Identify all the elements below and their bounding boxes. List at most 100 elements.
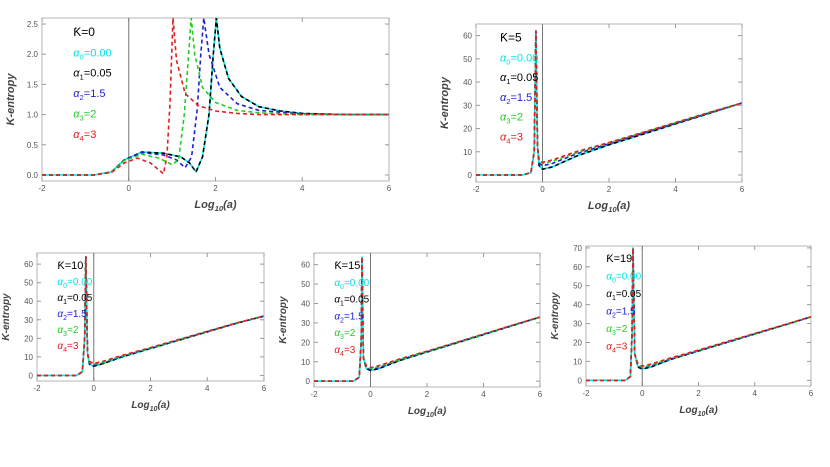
y-tick-label: 10 bbox=[463, 148, 472, 157]
y-tick-label: 30 bbox=[24, 316, 33, 325]
y-tick-label: 50 bbox=[573, 282, 582, 291]
panel-label: Ƙ=15 bbox=[334, 260, 360, 272]
x-tick-label: -2 bbox=[33, 384, 41, 393]
legend-entry: α4=3 bbox=[334, 345, 355, 358]
y-tick-label: 10 bbox=[573, 357, 582, 366]
y-tick-label: 50 bbox=[301, 280, 310, 289]
y-tick-label: 70 bbox=[573, 244, 582, 253]
y-tick-label: 40 bbox=[463, 78, 472, 87]
y-axis-label: K-entropy bbox=[278, 296, 289, 344]
x-tick-label: -2 bbox=[310, 390, 318, 399]
y-tick-label: 1.5 bbox=[27, 80, 39, 89]
x-tick-label: -2 bbox=[38, 184, 46, 193]
legend-entry: α1=0.05 bbox=[73, 68, 111, 82]
y-axis-label: K-entropy bbox=[439, 76, 451, 129]
x-axis-label: Log10(a) bbox=[408, 406, 447, 419]
y-tick-label: 20 bbox=[463, 125, 472, 134]
legend-entry: α3=2 bbox=[57, 325, 78, 338]
legend-entry: α1=0.05 bbox=[334, 295, 369, 308]
x-tick-label: -2 bbox=[472, 185, 480, 194]
y-tick-label: 0 bbox=[306, 377, 311, 386]
x-tick-label: 6 bbox=[538, 390, 543, 399]
legend-entry: α3=2 bbox=[73, 108, 96, 122]
y-tick-label: 0.5 bbox=[27, 141, 39, 150]
legend-entry: α0=0.00 bbox=[500, 52, 538, 66]
legend-entry: α3=2 bbox=[500, 112, 523, 126]
y-tick-label: 20 bbox=[301, 338, 310, 347]
series-line bbox=[586, 247, 811, 382]
y-tick-label: 2.0 bbox=[27, 50, 39, 59]
x-tick-label: 4 bbox=[753, 389, 758, 398]
panel-label: Ƙ=19 bbox=[606, 253, 632, 265]
y-tick-label: 0 bbox=[578, 376, 583, 385]
x-axis-label: Log10(a) bbox=[131, 400, 170, 413]
x-tick-label: 0 bbox=[540, 185, 545, 194]
y-tick-label: 40 bbox=[24, 297, 33, 306]
x-tick-label: 4 bbox=[205, 384, 210, 393]
y-tick-label: 2.5 bbox=[27, 20, 39, 29]
x-tick-label: 0 bbox=[92, 384, 97, 393]
x-tick-label: 2 bbox=[425, 390, 430, 399]
legend-entry: α4=3 bbox=[606, 342, 627, 355]
panel-label: Ƙ=0 bbox=[73, 25, 95, 39]
series-line bbox=[476, 30, 742, 176]
y-tick-label: 30 bbox=[463, 101, 472, 110]
y-tick-label: 0 bbox=[468, 171, 473, 180]
x-axis-label: Log10(a) bbox=[679, 405, 718, 418]
legend-entry: α2=1.5 bbox=[606, 307, 636, 320]
y-tick-label: 10 bbox=[24, 353, 33, 362]
x-tick-label: 0 bbox=[368, 390, 373, 399]
legend-entry: α0=0.00 bbox=[57, 277, 92, 290]
y-axis-label: K-entropy bbox=[5, 73, 17, 126]
x-tick-label: 0 bbox=[640, 389, 645, 398]
x-tick-label: 2 bbox=[213, 184, 218, 193]
y-tick-label: 60 bbox=[24, 260, 33, 269]
y-tick-label: 0 bbox=[29, 371, 34, 380]
series-line bbox=[42, 18, 389, 176]
legend-entry: α3=2 bbox=[606, 324, 627, 337]
series-line bbox=[476, 30, 742, 176]
legend-entry: α3=2 bbox=[334, 328, 355, 341]
chart-panel: -2 0 2 4 6 0.0 0.5 1.0 1.5 2.0 2.5 Ƙ=0 α0=0.00 α1=0.0… bbox=[5, 17, 392, 213]
y-tick-label: 1.0 bbox=[27, 111, 39, 120]
x-tick-label: 6 bbox=[262, 384, 267, 393]
y-tick-label: 30 bbox=[301, 319, 310, 328]
series-line bbox=[37, 255, 264, 377]
series-line bbox=[586, 247, 811, 382]
x-tick-label: -2 bbox=[582, 389, 590, 398]
x-tick-label: 4 bbox=[481, 390, 486, 399]
series-line bbox=[586, 247, 811, 382]
y-tick-label: 0.0 bbox=[27, 171, 39, 180]
y-tick-label: 60 bbox=[301, 261, 310, 270]
x-axis-label: Log10(a) bbox=[588, 200, 631, 214]
y-tick-label: 40 bbox=[301, 299, 310, 308]
y-tick-label: 60 bbox=[573, 263, 582, 272]
legend-entry: α2=1.5 bbox=[73, 88, 105, 102]
chart-panel: -2 0 2 4 6010203040506070Ƙ=19α0=0.00α1=0.05α… bbox=[550, 244, 814, 418]
y-axis-label: K-entropy bbox=[1, 293, 12, 341]
x-tick-label: 4 bbox=[673, 185, 678, 194]
legend-entry: α0=0.00 bbox=[334, 278, 369, 291]
y-tick-label: 20 bbox=[24, 334, 33, 343]
x-tick-label: 2 bbox=[696, 389, 701, 398]
x-tick-label: 6 bbox=[740, 185, 745, 194]
x-tick-label: 6 bbox=[387, 184, 392, 193]
y-axis-label: K-entropy bbox=[550, 292, 561, 340]
legend-entry: α2=1.5 bbox=[334, 311, 364, 324]
x-tick-label: 0 bbox=[127, 184, 132, 193]
y-tick-label: 60 bbox=[463, 32, 472, 41]
panel-label: Ƙ=10 bbox=[57, 260, 83, 272]
y-tick-label: 10 bbox=[301, 358, 310, 367]
y-tick-label: 40 bbox=[573, 301, 582, 310]
x-tick-label: 2 bbox=[148, 384, 153, 393]
legend-entry: α1=0.05 bbox=[500, 72, 538, 86]
series-line bbox=[586, 247, 811, 382]
series-line bbox=[314, 256, 540, 383]
legend-entry: α0=0.00 bbox=[73, 47, 111, 61]
legend-entry: α4=3 bbox=[500, 131, 523, 145]
legend-entry: α1=0.05 bbox=[57, 293, 92, 306]
x-tick-label: 4 bbox=[300, 184, 305, 193]
